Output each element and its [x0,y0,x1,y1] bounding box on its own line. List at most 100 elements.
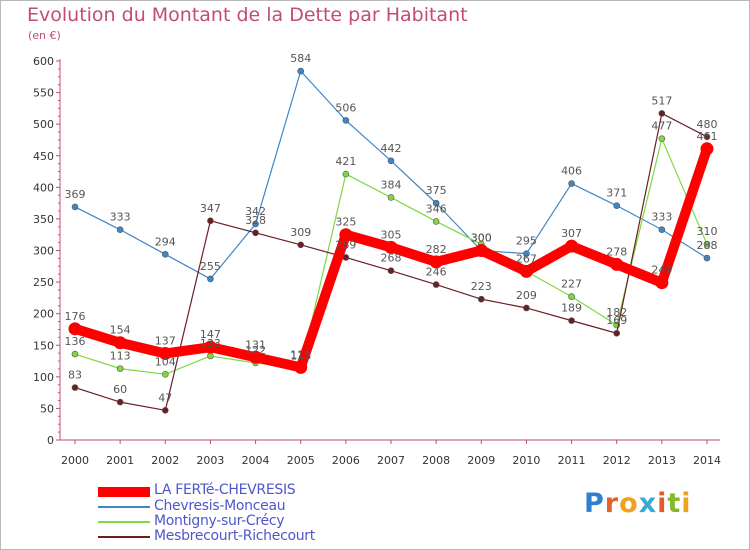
data-point [387,267,395,275]
x-tick-label: 2002 [151,454,179,467]
data-point [203,340,217,354]
data-label: 154 [110,324,131,337]
x-tick-label: 2000 [61,454,89,467]
data-point [613,329,621,337]
data-point [432,218,440,225]
data-label: 113 [290,350,311,363]
x-tick-label: 2008 [422,454,450,467]
x-tick-label: 2012 [603,454,631,467]
data-label: 375 [426,184,447,197]
data-point [297,241,305,249]
data-label: 300 [471,232,492,245]
y-tick-label: 0 [47,434,54,447]
y-tick-label: 350 [33,213,54,226]
data-point [519,264,533,278]
data-point [294,360,308,374]
data-label: 83 [68,369,82,382]
data-label: 249 [651,264,672,277]
y-tick-label: 50 [40,402,54,415]
data-point [71,384,79,391]
y-tick-label: 300 [33,245,54,258]
data-point [568,180,575,187]
logo-letter: i [657,488,668,519]
data-label: 147 [200,328,221,341]
data-label: 584 [290,52,311,65]
x-tick-label: 2006 [332,454,360,467]
data-label: 136 [65,335,86,348]
data-label: 255 [200,260,221,273]
x-tick-label: 2013 [648,454,676,467]
logo-letter: r [604,488,620,519]
y-tick-label: 250 [33,276,54,289]
proxiti-logo: Proxiti [584,488,692,519]
data-point [158,346,172,360]
data-label: 369 [65,188,86,201]
logo-letter: P [584,488,605,519]
y-tick-label: 100 [33,371,54,384]
data-point [610,257,624,271]
data-point [658,135,666,142]
legend-swatch-mesbrecourt-richecourt [98,536,150,538]
x-tick-label: 2005 [287,454,315,467]
data-point [477,295,485,303]
data-point [432,281,440,288]
y-tick-label: 500 [33,118,54,131]
data-point [207,275,214,283]
data-label: 333 [110,211,131,224]
data-point [71,203,79,211]
data-point [161,250,169,258]
y-tick-label: 550 [33,87,54,100]
data-label: 169 [606,314,627,327]
data-point [161,407,169,414]
data-label: 267 [516,252,537,265]
data-label: 325 [335,216,356,229]
data-point [703,254,711,262]
data-label: 289 [335,238,356,251]
x-tick-label: 2001 [106,454,134,467]
y-tick-label: 200 [33,308,54,321]
data-label: 347 [200,202,221,215]
data-point [432,199,440,207]
data-point [252,220,259,228]
data-label: 104 [155,355,176,368]
data-label: 288 [697,239,718,252]
data-label: 346 [426,202,447,215]
data-label: 182 [606,306,627,319]
data-point [207,217,214,225]
data-label: 189 [561,302,582,315]
data-point [71,350,79,358]
data-point [387,157,395,165]
data-point [68,322,82,336]
data-point [658,110,666,117]
data-point [474,244,488,257]
data-point [297,67,305,75]
data-label: 282 [426,243,447,256]
data-label: 307 [561,227,582,240]
data-label: 47 [158,391,172,404]
logo-letter: t [667,488,682,519]
data-label: 227 [561,278,582,291]
logo-letter: i [681,488,692,519]
data-label: 342 [245,205,266,218]
data-point [252,229,259,237]
data-label: 300 [471,232,492,245]
data-label: 113 [110,350,131,363]
data-point [429,255,443,269]
data-point [342,170,350,178]
data-label: 305 [381,228,402,241]
data-label: 295 [516,235,537,248]
data-point [655,276,669,290]
data-label: 442 [381,142,402,155]
legend-swatch-la-ferte-chevresis [98,487,150,497]
data-point [565,239,579,253]
data-point [113,336,127,350]
data-point [207,352,214,360]
data-label: 517 [651,94,672,107]
data-label: 278 [606,245,627,258]
data-point [387,194,395,201]
y-tick-label: 450 [33,150,54,163]
data-point [161,371,169,378]
data-point [249,350,263,364]
data-point [700,142,714,156]
legend-swatch-montigny-sur-crecy [98,521,150,523]
